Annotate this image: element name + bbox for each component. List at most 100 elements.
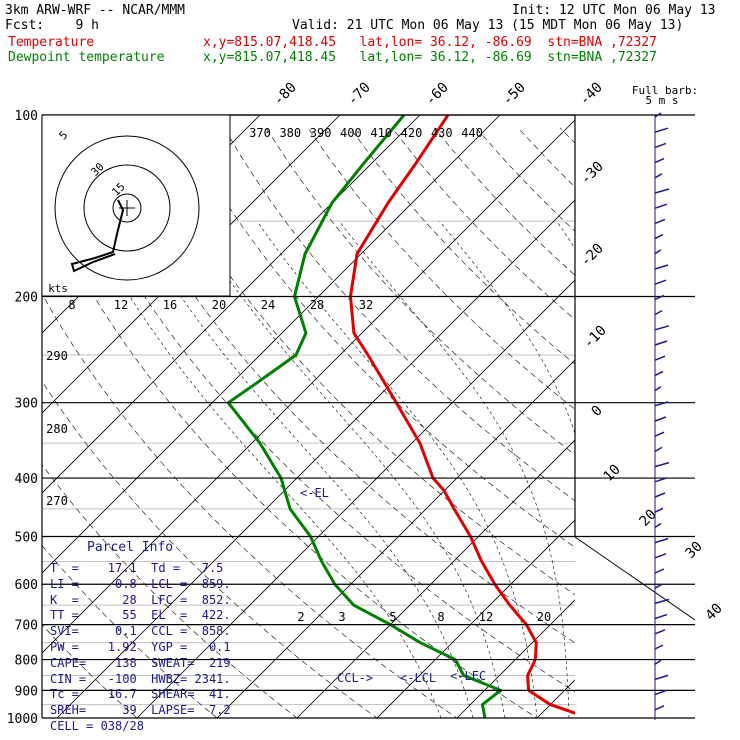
wind-barb [654,355,666,361]
hodograph-ring [112,193,142,223]
isotherm-label: -20 [578,241,607,270]
pressure-label: 800 [15,654,38,669]
mixing-ratio-label: 28 [310,298,324,312]
temperature-location: x,y=815.07,418.45 lat,lon= 36.12, -86.69… [203,35,657,50]
mixing-ratio-label: 20 [537,610,551,624]
pressure-label: 900 [15,684,38,699]
dry-adiabat [55,127,575,693]
dry-adiabat [349,127,575,365]
temperature-legend: Temperature [8,35,95,50]
mixing-ratio-label: 24 [261,298,275,312]
parcel-info-row: Tc = 16.7 SHEAR= 41. [50,687,231,702]
barb-legend-unit: 5 m s [645,94,678,107]
wind-barb [654,127,669,133]
moist-adiabat [86,221,442,718]
wind-barb [654,112,662,118]
mixing-ratio-label: 12 [114,298,128,312]
dry-adiabat [686,128,740,731]
moist-adiabat [665,221,697,718]
moist-adiabat [556,221,575,250]
dry-adiabat [391,127,575,321]
wind-barb [654,249,662,255]
theta-e-label: 380 [279,126,301,140]
dewpoint-legend: Dewpoint temperature [8,50,165,65]
isotherm-label: -70 [345,80,374,109]
parcel-info-row: SVI= 0.1 CCL = 858. [50,624,231,639]
moist-adiabat [189,221,506,718]
dry-adiabat [559,127,575,144]
wind-barb [654,689,667,696]
dry-adiabat [728,128,740,731]
temperature-profile [349,115,575,715]
wind-barb [654,325,670,331]
pressure-label: 1000 [7,712,38,727]
wind-barb [654,370,664,377]
mixing-ratio-label: 20 [212,298,226,312]
wind-barb [654,416,667,422]
pressure-label: 600 [15,578,38,593]
moist-adiabat [697,221,740,718]
parcel-info-row: SREH= 39 LAPSE= 7.2 [50,703,231,718]
pressure-label: 100 [15,109,38,124]
wind-barb [654,264,669,270]
wind-barb [654,583,663,589]
model-title: 3km ARW-WRF -- NCAR/MMM [5,3,186,18]
barb-legend-title: Full barb: [632,84,698,97]
wind-barb [654,294,665,301]
wind-barb [654,203,668,209]
parcel-info-row: K = 28 LFC = 852. [50,592,231,607]
parcel-info-row: LI = -0.8 LCL = 859. [50,576,231,591]
isotherm-line [136,279,575,718]
plot-corner-edge [574,536,696,621]
wind-barb [654,142,667,149]
wind-barb [654,279,667,285]
theta-label: 280 [46,422,68,436]
pressure-label: 300 [15,397,38,412]
wind-barb [654,644,664,650]
isotherm-label: -10 [581,323,610,352]
dry-adiabat [42,380,378,718]
parcel-info-row: CELL = 038/28 [50,719,144,733]
dry-adiabat [307,127,575,410]
hodograph-unit: kts [48,282,68,295]
wind-barb [654,705,665,711]
theta-e-label: 430 [431,126,453,140]
mixing-ratio-label: 5 [389,610,396,624]
theta-e-label: 420 [401,126,423,140]
moist-adiabat [133,221,474,718]
theta-e-label: 410 [370,126,392,140]
dewpoint-location: x,y=815.07,418.45 lat,lon= 36.12, -86.69… [203,50,657,65]
el-marker: <-EL [300,486,329,500]
init-time: Init: 12 UTC Mon 06 May 13 [512,3,716,18]
mixing-ratio-label: 12 [479,610,493,624]
dry-adiabat [42,293,458,718]
hodograph-ring [83,164,171,252]
isotherm-label: -30 [578,159,607,188]
isotherm-line [536,679,575,718]
isotherm-label: 30 [683,539,706,562]
theta-e-label: 390 [310,126,332,140]
wind-barb [654,629,666,635]
mixing-ratio-label: 8 [437,610,444,624]
parcel-info-row: CAPE= 138 SWEAT= 219 [50,655,231,670]
dry-adiabat [97,127,575,644]
wind-barb [654,157,665,164]
parcel-info-row: TT = 55 EL = 422. [50,608,231,623]
dry-adiabat [223,127,575,502]
wind-barb [654,446,663,453]
wind-barb [654,674,669,681]
moist-adiabat [439,221,575,435]
wind-barb [654,233,664,240]
dry-adiabat [433,127,575,276]
isotherm-label: 10 [601,462,624,485]
moist-adiabat [339,221,570,718]
isotherm-line [456,599,575,718]
hodograph-ring [54,135,200,281]
mixing-ratio-label: 8 [68,298,75,312]
wind-barb [654,461,670,468]
wind-barb [654,340,668,346]
theta-label: 270 [46,494,68,508]
wind-barb [654,477,668,483]
